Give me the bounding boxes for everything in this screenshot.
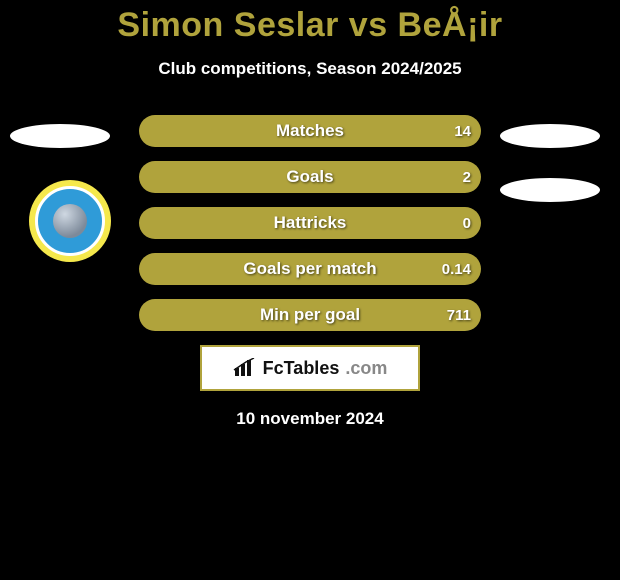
player2-club-placeholder bbox=[500, 178, 600, 202]
club-badge-inner bbox=[35, 186, 105, 256]
stat-label: Hattricks bbox=[139, 207, 481, 239]
stat-label: Goals bbox=[139, 161, 481, 193]
infographic-container: Simon Seslar vs BeÅ¡ir Club competitions… bbox=[0, 0, 620, 580]
stat-value-player2: 0.14 bbox=[442, 253, 471, 285]
branding-box: FcTables.com bbox=[200, 345, 420, 391]
comparison-subtitle: Club competitions, Season 2024/2025 bbox=[0, 59, 620, 79]
stat-label: Min per goal bbox=[139, 299, 481, 331]
stat-row: Hattricks0 bbox=[139, 207, 481, 239]
stat-value-player2: 2 bbox=[463, 161, 471, 193]
stat-value-player2: 14 bbox=[454, 115, 471, 147]
stat-value-player2: 0 bbox=[463, 207, 471, 239]
player1-avatar-placeholder bbox=[10, 124, 110, 148]
stat-row: Goals2 bbox=[139, 161, 481, 193]
brand-name: FcTables bbox=[263, 358, 340, 379]
stat-row: Min per goal711 bbox=[139, 299, 481, 331]
comparison-title: Simon Seslar vs BeÅ¡ir bbox=[0, 0, 620, 45]
brand-ext: .com bbox=[345, 358, 387, 379]
bar-chart-icon bbox=[233, 358, 257, 378]
football-icon bbox=[53, 204, 87, 238]
stats-area: Matches14 Goals2 Hattricks0 Goals per match… bbox=[0, 115, 620, 429]
stat-row: Goals per match0.14 bbox=[139, 253, 481, 285]
player1-club-badge bbox=[29, 180, 111, 262]
stat-row: Matches14 bbox=[139, 115, 481, 147]
stat-value-player2: 711 bbox=[447, 299, 471, 331]
stat-label: Matches bbox=[139, 115, 481, 147]
snapshot-date: 10 november 2024 bbox=[0, 409, 620, 429]
player2-avatar-placeholder bbox=[500, 124, 600, 148]
stat-label: Goals per match bbox=[139, 253, 481, 285]
